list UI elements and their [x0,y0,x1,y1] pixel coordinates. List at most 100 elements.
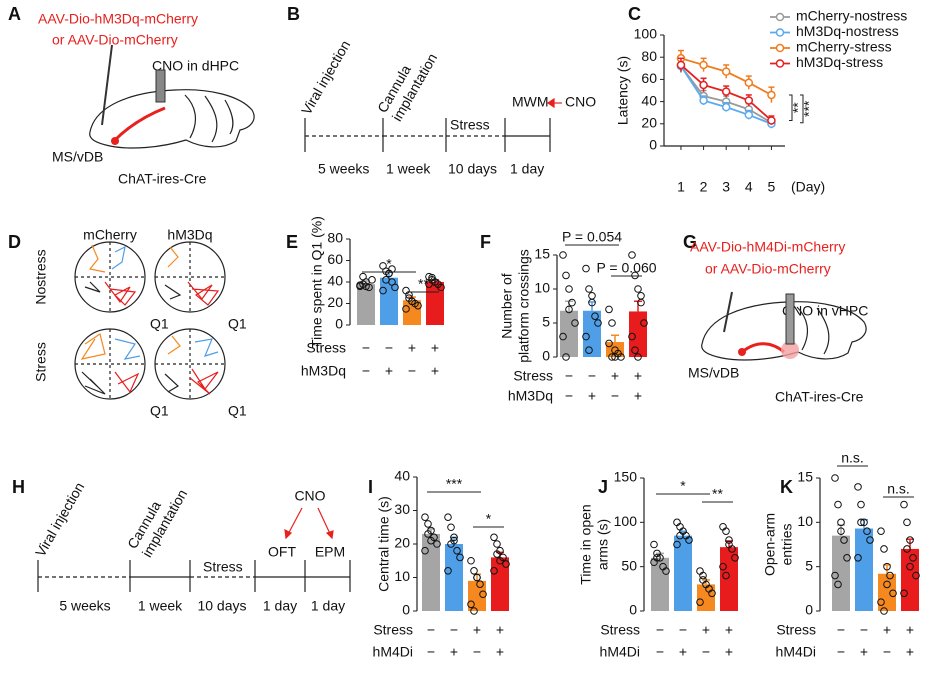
y-tick-label: 40 [641,92,657,108]
condition-sign: − [860,622,868,638]
x-tick-label: 4 [745,179,753,195]
data-point [427,536,435,545]
condition-sign: − [565,388,573,404]
y-tick-label: 10 [394,568,410,584]
condition-sign: + [725,644,733,660]
bar [357,284,375,325]
point [721,87,731,96]
point [721,67,731,76]
y-tick-label: 40 [327,273,343,289]
condition-sign: + [883,622,891,638]
data-point [877,598,885,606]
data-point [854,554,862,562]
data-point [467,556,475,565]
data-point [653,554,661,562]
data-point [699,576,707,584]
data-point [831,571,839,580]
data-point [496,556,504,565]
condition-sign: − [565,368,573,384]
condition-sign: − [362,340,370,356]
y-tick-label: 5 [805,557,813,573]
y-axis-label: Time in open [578,504,594,584]
data-point [834,580,842,589]
data-point [837,527,845,536]
data-point [617,353,625,361]
data-point [725,536,733,544]
point [699,80,708,90]
data-point [900,500,908,509]
data-point [708,589,716,598]
data-point [433,540,441,548]
data-point [450,533,458,542]
bar [426,282,444,325]
y-tick-label: 10 [534,280,550,296]
timeline [37,507,351,592]
data-point [840,536,848,544]
y-tick-label: 0 [335,316,343,332]
panel-letter: G [683,232,697,252]
y-axis-label: arms (s) [595,519,611,570]
event-label: Viral injection [32,479,87,559]
significance-label: ** [418,276,429,292]
event-label: EPM [315,544,345,560]
y-tick-label: 40 [394,468,410,484]
condition-sign: + [431,340,439,356]
data-point [565,305,573,314]
data-point [359,272,367,281]
virus-label: AAV-Dio-hM4Di-mCherry [690,239,845,255]
significance-label: n.s. [887,481,910,497]
y-axis-label: entries [779,523,795,565]
data-point [628,251,636,259]
column-label: mCherry [83,227,137,243]
data-point [857,500,865,509]
condition-label: hM3Dq [301,363,346,379]
bar [697,584,715,611]
mouse-label: ChAT-ires-Cre [118,171,207,187]
duration-label: 10 days [448,161,497,177]
quadrant-label: Q1 [228,403,247,419]
event-label: CNO [294,488,325,504]
data-point [906,562,914,571]
panel-letter: C [628,4,641,24]
data-point [886,571,894,580]
condition-sign: + [385,363,393,379]
data-point [591,312,599,321]
data-point [490,567,498,575]
point [744,78,754,87]
data-point [408,297,416,306]
quadrant-label: Q1 [150,403,169,419]
data-point [634,285,642,293]
data-point [834,500,842,509]
condition-label: Stress [373,622,413,638]
condition-sign: + [634,368,642,384]
data-point [877,527,885,536]
data-point [640,319,648,327]
brain-sketch [89,44,255,149]
data-point [903,518,911,527]
data-point [912,571,920,580]
condition-label: Stress [513,368,553,384]
condition-sign: + [408,340,416,356]
condition-sign: + [611,368,619,384]
data-point [391,283,399,292]
event-label: Viral injection [298,37,353,117]
condition-sign: − [611,388,619,404]
point [744,96,754,105]
data-point [906,536,914,544]
data-point [502,560,510,568]
condition-sign: − [385,340,393,356]
data-point [685,536,693,544]
legend-marker [775,59,785,68]
bar [651,557,669,611]
data-point [414,301,422,310]
y-tick-label: 0 [402,602,410,618]
data-point [562,353,570,361]
significance-label: P = 0.054 [562,229,622,245]
data-point [605,305,613,314]
legend-label: hM3Dq-nostress [796,23,899,39]
panel-letter: K [780,477,793,497]
significance-label: *** [446,476,463,492]
data-point [837,518,845,527]
duration-label: 1 week [138,598,183,614]
bar [832,535,850,611]
